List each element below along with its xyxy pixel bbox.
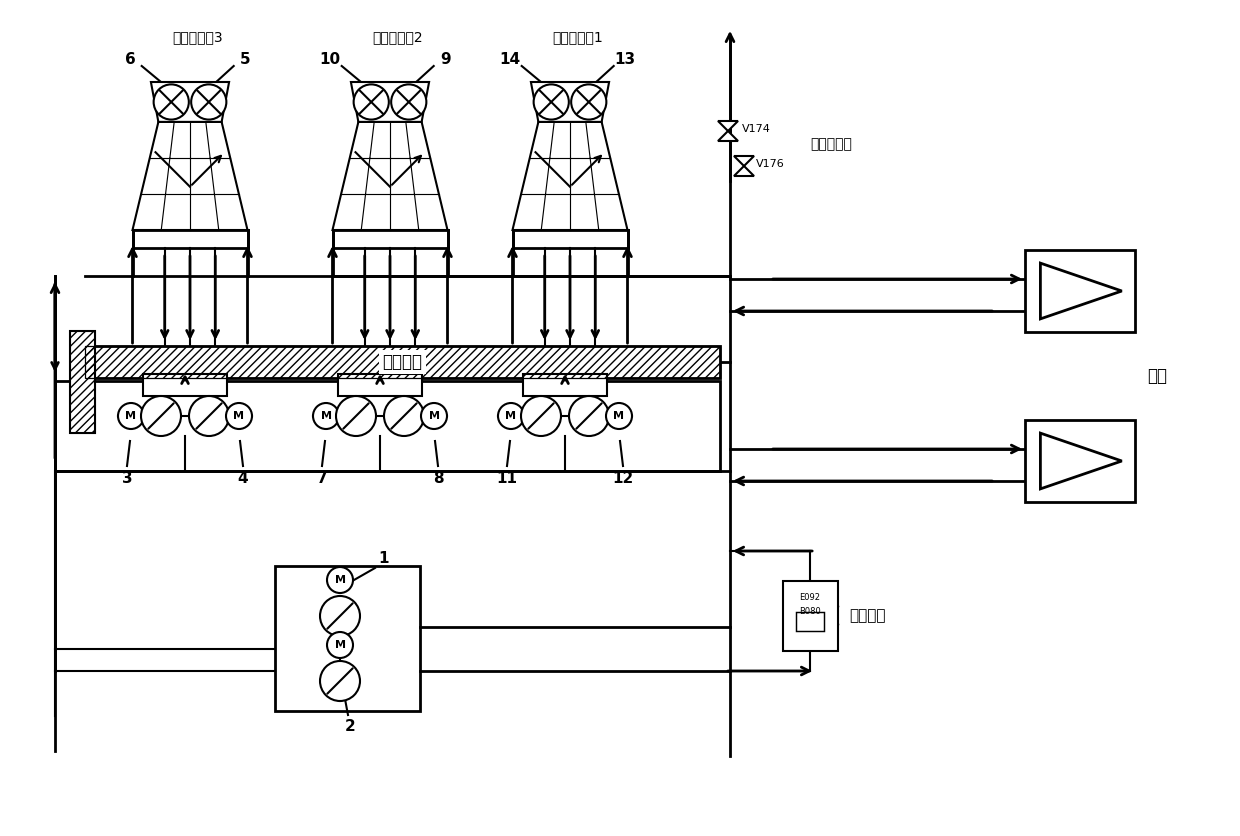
Text: 蒸发冷却塔2: 蒸发冷却塔2: [373, 30, 423, 44]
Bar: [86, 346, 720, 378]
Text: V174: V174: [742, 124, 771, 134]
Text: 13: 13: [615, 53, 636, 68]
Bar: [143, 374, 227, 396]
Circle shape: [320, 596, 360, 636]
Bar: [55, 381, 720, 471]
Text: 1: 1: [378, 551, 388, 566]
Polygon shape: [718, 131, 738, 141]
Circle shape: [312, 403, 339, 429]
Polygon shape: [734, 166, 754, 176]
Text: 6: 6: [125, 53, 135, 68]
Bar: [275, 566, 420, 711]
Bar: [69, 331, 94, 433]
Circle shape: [384, 396, 424, 436]
Circle shape: [533, 84, 569, 120]
Bar: [1025, 420, 1135, 502]
Text: B080: B080: [799, 608, 821, 616]
Circle shape: [569, 396, 609, 436]
Bar: [86, 346, 720, 378]
Text: M: M: [335, 575, 346, 585]
Text: 阀塔: 阀塔: [1147, 367, 1167, 385]
Text: 3: 3: [122, 471, 133, 486]
Circle shape: [327, 567, 353, 593]
Circle shape: [118, 403, 144, 429]
Text: 8: 8: [433, 471, 444, 486]
Polygon shape: [151, 82, 229, 122]
Text: M: M: [125, 411, 136, 421]
Polygon shape: [718, 121, 738, 131]
Text: M: M: [335, 640, 346, 650]
Text: 蒸发冷却塔3: 蒸发冷却塔3: [172, 30, 223, 44]
Circle shape: [320, 661, 360, 701]
Text: 12: 12: [613, 471, 634, 486]
Bar: [523, 374, 608, 396]
Bar: [339, 374, 422, 396]
Polygon shape: [332, 122, 448, 230]
Text: 蒸发冷却塔1: 蒸发冷却塔1: [553, 30, 604, 44]
Text: 14: 14: [500, 53, 521, 68]
Text: 膨胀水箱: 膨胀水箱: [849, 609, 887, 624]
Bar: [1025, 250, 1135, 332]
Text: 2: 2: [345, 719, 356, 734]
Text: M: M: [614, 411, 625, 421]
Circle shape: [141, 396, 181, 436]
Text: M: M: [429, 411, 439, 421]
Circle shape: [572, 84, 606, 120]
Circle shape: [336, 396, 376, 436]
Text: M: M: [320, 411, 331, 421]
Text: 9: 9: [440, 53, 450, 68]
Text: 10: 10: [320, 53, 341, 68]
Circle shape: [422, 403, 446, 429]
Polygon shape: [512, 122, 627, 230]
Circle shape: [498, 403, 525, 429]
Text: M: M: [233, 411, 244, 421]
Polygon shape: [734, 156, 754, 166]
Text: 11: 11: [496, 471, 517, 486]
Text: E092: E092: [800, 594, 821, 603]
Circle shape: [521, 396, 560, 436]
Circle shape: [353, 84, 389, 120]
Circle shape: [154, 84, 188, 120]
Polygon shape: [531, 82, 609, 122]
Circle shape: [188, 396, 229, 436]
Bar: [796, 612, 823, 631]
Text: 4: 4: [238, 471, 248, 486]
Circle shape: [391, 84, 427, 120]
Circle shape: [226, 403, 252, 429]
Text: M: M: [506, 411, 517, 421]
Circle shape: [191, 84, 227, 120]
Text: 7: 7: [316, 471, 327, 486]
Circle shape: [327, 632, 353, 658]
Bar: [782, 581, 837, 651]
Text: 5: 5: [239, 53, 250, 68]
Polygon shape: [351, 82, 429, 122]
Text: V176: V176: [756, 159, 785, 169]
Text: 外冷水池: 外冷水池: [382, 353, 423, 371]
Text: 自动排气阀: 自动排气阀: [810, 137, 852, 151]
Polygon shape: [133, 122, 248, 230]
Circle shape: [606, 403, 632, 429]
Bar: [69, 331, 94, 433]
